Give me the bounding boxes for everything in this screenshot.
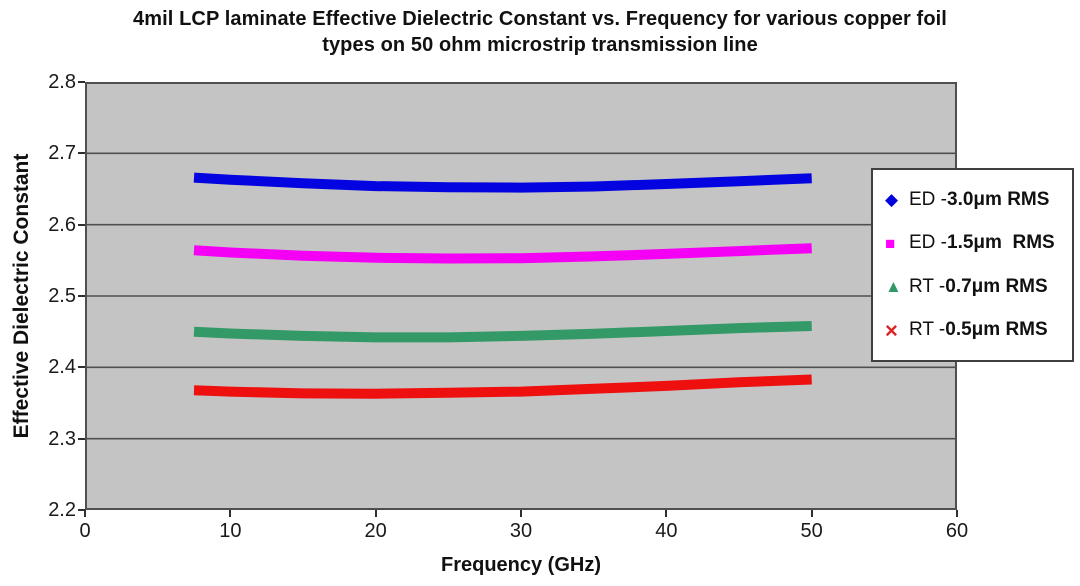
legend: ◆ ED - 3.0μm RMS ■ ED - 1.5μm RMS ▲ RT - 0.7μ… <box>871 168 1074 362</box>
legend-label-value: 0.7μm RMS <box>945 275 1048 297</box>
legend-label-value: 3.0μm RMS <box>947 188 1050 210</box>
legend-label-value: 0.5μm RMS <box>945 319 1048 341</box>
x-tick-mark-40 <box>665 510 668 517</box>
x-tick-mark-30 <box>520 510 522 517</box>
y-tick-label-2.6: 2.6 <box>48 213 76 236</box>
y-tick-label-2.3: 2.3 <box>48 427 76 450</box>
legend-label-prefix: ED - <box>909 188 947 210</box>
plot-area <box>85 82 957 510</box>
chart-title: 4mil LCP laminate Effective Dielectric C… <box>0 6 1080 58</box>
legend-item-4: × RT - 0.5μm RMS <box>885 319 1066 341</box>
x-tick-label-50: 50 <box>800 520 823 542</box>
legend-label-prefix: RT - <box>909 275 946 297</box>
y-tick-mark-2.2 <box>78 509 85 511</box>
y-tick-mark-2.5 <box>78 295 85 297</box>
x-tick-mark-10 <box>229 510 232 517</box>
y-tick-mark-2.3 <box>78 437 85 440</box>
legend-label-value: 1.5μm RMS <box>947 232 1055 254</box>
legend-item-1: ◆ ED - 3.0μm RMS <box>885 189 1066 211</box>
triangle-marker-icon: ▲ <box>885 277 902 297</box>
legend-label-prefix: ED - <box>909 232 947 254</box>
x-tick-label-0: 0 <box>79 520 91 542</box>
x-tick-label-40: 40 <box>655 520 678 542</box>
y-tick-label-2.2: 2.2 <box>48 499 76 521</box>
x-tick-label-30: 30 <box>509 520 533 542</box>
x-tick-mark-60 <box>956 510 958 517</box>
x-tick-mark-20 <box>374 510 377 517</box>
chart-title-line1: 4mil LCP laminate Effective Dielectric C… <box>133 8 947 30</box>
x-tick-label-10: 10 <box>219 520 242 542</box>
y-tick-label-2.7: 2.7 <box>48 142 76 165</box>
legend-item-3: ▲ RT - 0.7μm RMS <box>885 276 1066 298</box>
x-tick-label-60: 60 <box>945 520 969 542</box>
y-tick-label-2.4: 2.4 <box>48 356 76 379</box>
y-tick-mark-2.4 <box>78 366 85 369</box>
y-tick-mark-2.6 <box>78 223 85 226</box>
y-tick-label-2.5: 2.5 <box>48 285 76 307</box>
y-tick-mark-2.8 <box>78 81 85 83</box>
legend-item-2: ■ ED - 1.5μm RMS <box>885 232 1066 254</box>
x-tick-mark-0 <box>84 510 86 517</box>
square-marker-icon: ■ <box>885 233 896 253</box>
x-tick-label-20: 20 <box>364 520 387 542</box>
diamond-marker-icon: ◆ <box>885 190 899 210</box>
chart-title-line2: types on 50 ohm microstrip transmission … <box>322 34 758 56</box>
x-tick-mark-50 <box>810 510 813 517</box>
x-marker-icon: × <box>885 317 898 343</box>
legend-label-prefix: RT - <box>909 319 946 341</box>
y-tick-mark-2.7 <box>78 152 85 155</box>
y-tick-label-2.8: 2.8 <box>48 71 76 93</box>
x-axis-title: Frequency (GHz) <box>440 554 602 576</box>
